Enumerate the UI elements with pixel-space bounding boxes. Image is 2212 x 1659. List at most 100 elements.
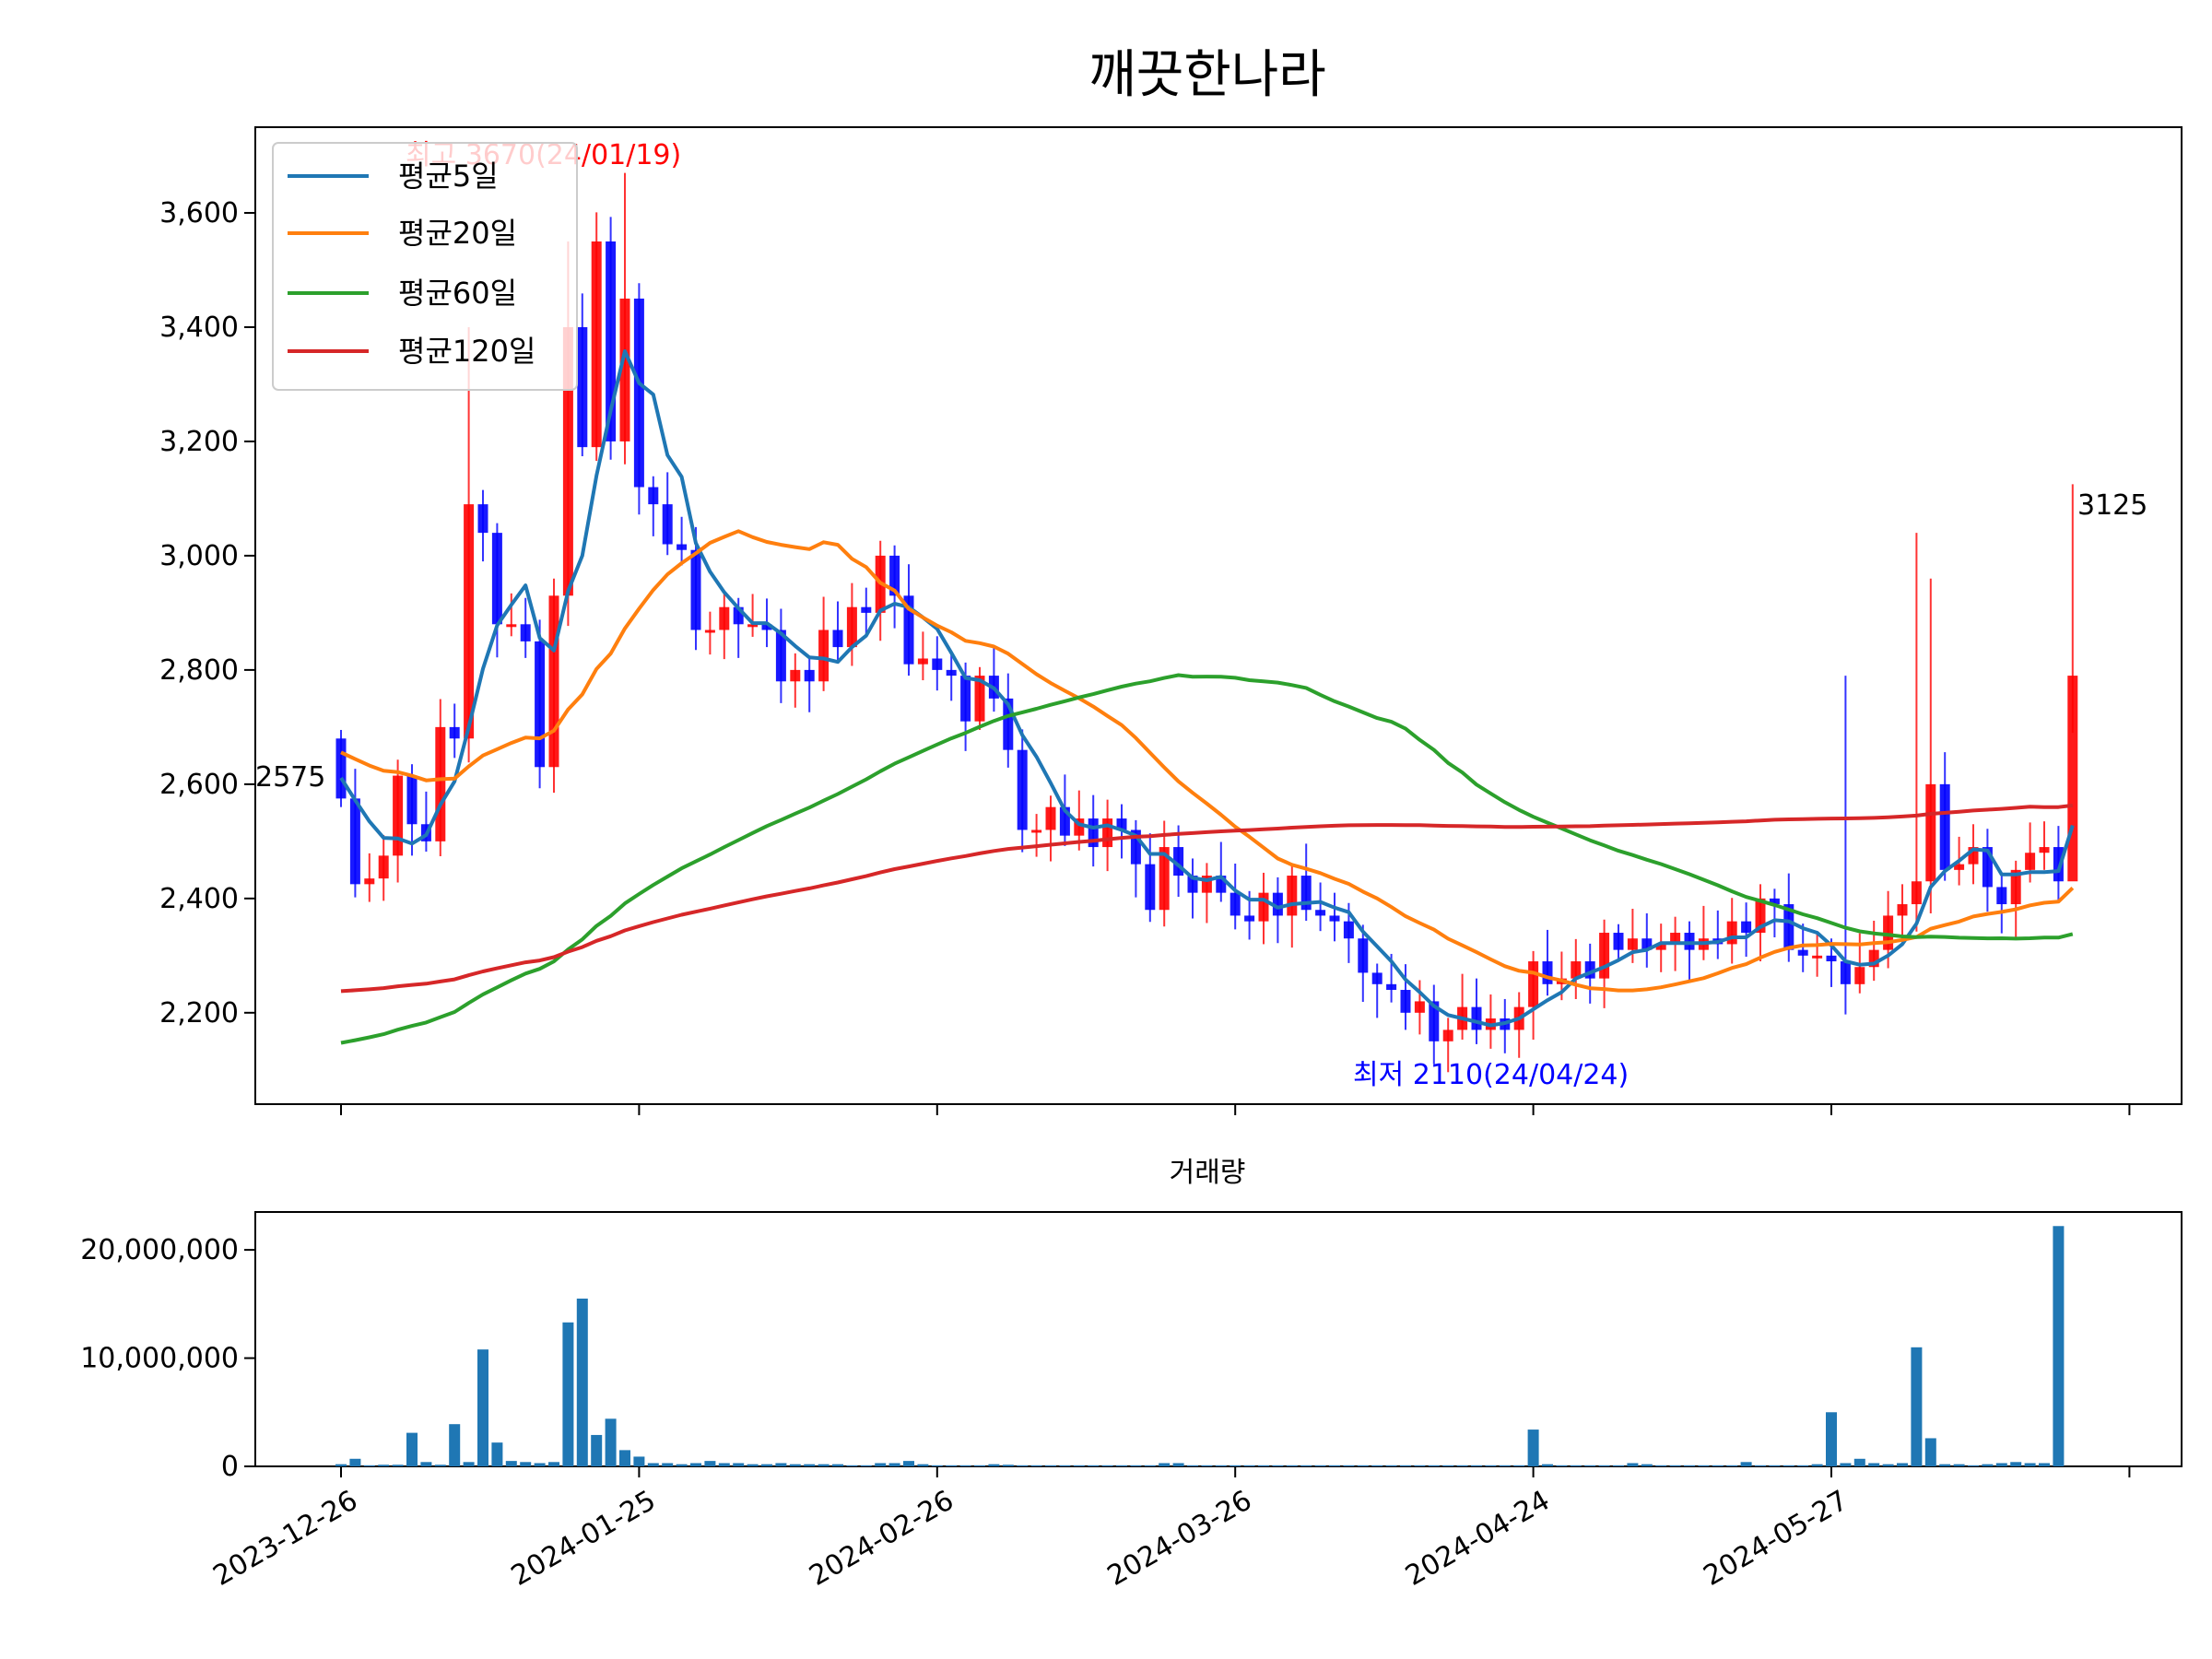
date-tick-label: 2024-03-26 bbox=[1102, 1484, 1257, 1592]
volume-bar bbox=[477, 1349, 488, 1466]
volume-bar bbox=[775, 1463, 787, 1466]
volume-y-tick-label: 0 bbox=[221, 1451, 239, 1483]
volume-bar bbox=[903, 1461, 914, 1466]
volume-bar bbox=[1598, 1465, 1610, 1466]
candle-body bbox=[562, 326, 573, 596]
volume-bar bbox=[1230, 1465, 1241, 1466]
candle-body bbox=[1939, 783, 1950, 870]
volume-y-axis: 0 10,000,000 20,000,000 bbox=[80, 1234, 255, 1483]
candle-body bbox=[335, 738, 347, 799]
candle-body bbox=[733, 606, 744, 625]
volume-bar bbox=[789, 1464, 801, 1466]
price-y-tick-label: 2,400 bbox=[159, 883, 239, 915]
volume-bar bbox=[676, 1464, 688, 1466]
volume-bar bbox=[1116, 1465, 1127, 1466]
ma60-line bbox=[340, 673, 2074, 1045]
candle-body bbox=[1400, 990, 1411, 1013]
volume-bar-series bbox=[335, 1226, 2065, 1466]
volume-bar bbox=[1897, 1463, 1908, 1466]
candle-body bbox=[917, 658, 928, 665]
candle-body bbox=[1528, 961, 1539, 1007]
candle-body bbox=[435, 726, 446, 841]
volume-bar bbox=[1811, 1464, 1823, 1466]
volume-bar bbox=[605, 1418, 617, 1466]
candle-body bbox=[548, 595, 559, 768]
volume-bar bbox=[1385, 1465, 1397, 1466]
candle-body bbox=[1741, 921, 1752, 934]
volume-bar bbox=[1045, 1465, 1056, 1466]
legend-label-ma20: 평균20일 bbox=[398, 216, 517, 251]
candle-body bbox=[1287, 876, 1298, 916]
candle-body bbox=[804, 669, 815, 682]
volume-bar bbox=[591, 1434, 603, 1466]
volume-bar bbox=[548, 1462, 559, 1466]
volume-y-tick-label: 20,000,000 bbox=[80, 1234, 239, 1266]
volume-bar bbox=[1570, 1465, 1582, 1466]
date-tick-label: 2024-05-27 bbox=[1699, 1484, 1853, 1592]
price-panel: 2,200 2,400 2,600 2,800 3,000 3,200 3,400 3,600… bbox=[159, 126, 2183, 1115]
volume-bar bbox=[832, 1464, 843, 1466]
volume-bar bbox=[1740, 1462, 1752, 1466]
volume-bar bbox=[449, 1424, 461, 1466]
price-y-tick-label: 3,200 bbox=[159, 426, 239, 458]
candle-body bbox=[1315, 910, 1326, 916]
candle-body bbox=[704, 629, 715, 633]
price-x-ticks bbox=[340, 1104, 2131, 1115]
price-y-tick-label: 2,200 bbox=[159, 997, 239, 1030]
candle-body bbox=[1201, 876, 1212, 893]
volume-bar bbox=[1343, 1465, 1355, 1466]
candle-body bbox=[761, 624, 772, 630]
candle-body bbox=[378, 855, 389, 879]
candle-body bbox=[349, 798, 360, 885]
volume-bar bbox=[704, 1461, 716, 1466]
candlestick-series bbox=[335, 172, 2078, 1073]
volume-bar bbox=[1414, 1465, 1426, 1466]
volume-bar bbox=[1655, 1465, 1667, 1466]
candle-body bbox=[1329, 915, 1340, 922]
candle-body bbox=[1897, 904, 1908, 916]
candle-body bbox=[1216, 876, 1227, 893]
candle-body bbox=[1812, 955, 1823, 959]
volume-bar bbox=[1911, 1347, 1923, 1466]
volume-bar bbox=[1059, 1465, 1071, 1466]
date-tick-label: 2023-12-26 bbox=[208, 1484, 363, 1592]
volume-bar bbox=[1982, 1464, 1994, 1466]
volume-bar bbox=[1442, 1465, 1454, 1466]
candle-body bbox=[932, 658, 943, 670]
volume-bar bbox=[420, 1462, 432, 1466]
volume-bar bbox=[1243, 1465, 1255, 1466]
first-close-annotation: 2575 bbox=[255, 761, 325, 794]
candle-body bbox=[677, 544, 688, 550]
candle-body bbox=[946, 669, 957, 677]
volume-bar bbox=[988, 1464, 1000, 1466]
volume-bar bbox=[1499, 1465, 1511, 1466]
volume-bar bbox=[1826, 1412, 1837, 1466]
candle-body bbox=[1442, 1030, 1453, 1041]
candle-body bbox=[1783, 904, 1794, 950]
volume-bar bbox=[1924, 1438, 1936, 1466]
volume-bar bbox=[1187, 1465, 1198, 1466]
volume-bar bbox=[2053, 1226, 2065, 1466]
volume-bar bbox=[1953, 1464, 1965, 1466]
candle-body bbox=[1386, 983, 1397, 991]
candle-body bbox=[790, 669, 801, 682]
chart-title: 깨끗한나라 bbox=[1088, 45, 1326, 105]
candle-body bbox=[633, 298, 644, 488]
volume-bar bbox=[931, 1465, 943, 1466]
candle-body bbox=[606, 241, 617, 441]
candle-body bbox=[2010, 869, 2021, 905]
candle-body bbox=[1925, 783, 1936, 882]
candle-body bbox=[1883, 915, 1894, 950]
volume-bar bbox=[888, 1463, 900, 1466]
volume-bar bbox=[633, 1456, 645, 1466]
volume-bar bbox=[1882, 1464, 1894, 1466]
candle-body bbox=[1017, 749, 1028, 830]
volume-bar bbox=[1428, 1465, 1440, 1466]
candle-body bbox=[889, 555, 900, 596]
candle-body bbox=[1031, 830, 1042, 833]
candle-body bbox=[1230, 892, 1241, 916]
volume-bar bbox=[1073, 1465, 1085, 1466]
candle-body bbox=[662, 504, 673, 545]
volume-bar bbox=[1783, 1465, 1794, 1466]
volume-bar bbox=[520, 1462, 532, 1466]
